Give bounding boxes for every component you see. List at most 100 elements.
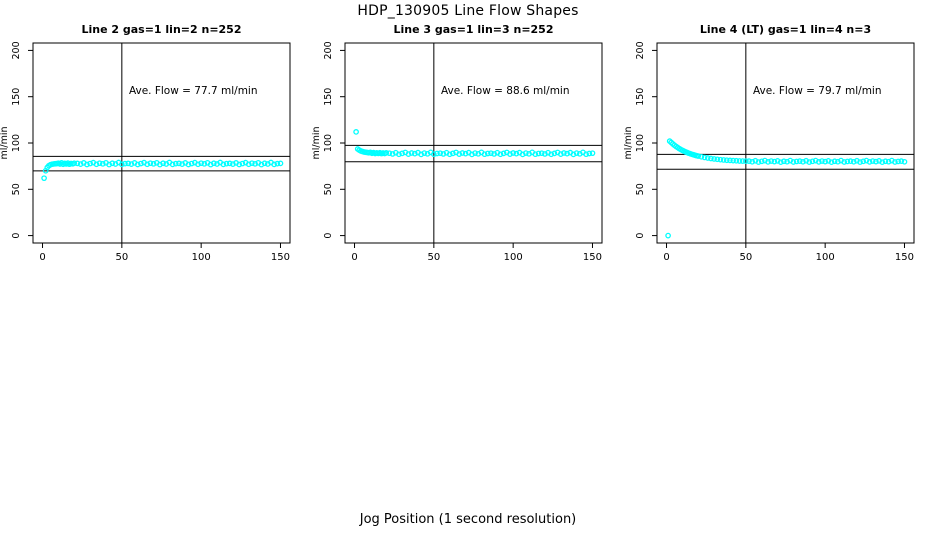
data-point bbox=[863, 157, 870, 164]
data-point bbox=[169, 161, 176, 168]
data-point bbox=[150, 160, 157, 167]
data-point bbox=[223, 160, 230, 167]
x-axis-label: Jog Position (1 second resolution) bbox=[359, 512, 577, 527]
data-point bbox=[195, 161, 201, 168]
y-tick-label: 200 bbox=[323, 41, 334, 59]
data-point bbox=[198, 160, 205, 167]
data-point bbox=[93, 161, 100, 168]
data-point bbox=[777, 159, 784, 166]
data-point bbox=[261, 160, 268, 167]
data-point bbox=[125, 160, 132, 167]
data-point bbox=[411, 150, 418, 157]
y-tick-label: 150 bbox=[11, 88, 22, 106]
data-point bbox=[484, 150, 491, 157]
data-point bbox=[850, 158, 857, 165]
panel-line2-chart: Line 2 gas=1 lin=2 n=252 0 50 100 150 200 0 50 1… bbox=[0, 23, 291, 263]
data-point bbox=[723, 157, 730, 164]
data-point bbox=[800, 158, 806, 165]
data-point bbox=[752, 157, 759, 164]
data-point bbox=[739, 158, 746, 164]
data-point bbox=[188, 160, 195, 167]
data-point bbox=[71, 160, 78, 167]
x-tick-label: 100 bbox=[816, 252, 835, 263]
data-point bbox=[885, 158, 892, 165]
data-point bbox=[128, 161, 135, 167]
x-tick-label: 150 bbox=[895, 252, 914, 263]
data-point bbox=[440, 151, 447, 157]
data-point bbox=[408, 150, 415, 156]
data-point bbox=[879, 159, 886, 166]
data-point bbox=[869, 158, 876, 164]
data-point bbox=[421, 150, 428, 156]
data-point bbox=[589, 150, 596, 157]
data-point bbox=[481, 151, 488, 158]
y-tick-label: 0 bbox=[323, 233, 334, 239]
data-point bbox=[144, 161, 151, 168]
data-point bbox=[405, 151, 412, 157]
data-point bbox=[866, 159, 873, 165]
plot-box bbox=[656, 42, 915, 244]
data-point bbox=[271, 161, 277, 168]
data-point bbox=[418, 151, 424, 158]
data-point bbox=[462, 150, 469, 157]
y-tick-label: 200 bbox=[635, 41, 646, 59]
y-axis-label: ml/min bbox=[0, 126, 10, 159]
data-point bbox=[277, 160, 284, 167]
data-point bbox=[898, 158, 905, 164]
data-point bbox=[513, 150, 520, 157]
data-point bbox=[733, 157, 740, 164]
data-point bbox=[730, 157, 736, 164]
data-point bbox=[245, 161, 252, 168]
data-point bbox=[201, 160, 208, 167]
data-point bbox=[446, 151, 453, 158]
data-point bbox=[450, 150, 456, 157]
y-tick-label: 150 bbox=[635, 88, 646, 106]
y-axis-label: ml/min bbox=[624, 126, 634, 159]
data-point bbox=[784, 158, 790, 165]
data-point bbox=[815, 159, 822, 165]
panel-row: Line 2 gas=1 lin=2 n=252 0 50 100 150 200 0 50 1… bbox=[0, 20, 936, 272]
panel-line3-chart: Line 3 gas=1 lin=3 n=252 0 50 100 150 200 0 50 1… bbox=[312, 23, 603, 263]
data-point bbox=[523, 150, 529, 156]
data-point bbox=[765, 159, 771, 165]
data-point bbox=[835, 158, 841, 165]
data-point bbox=[790, 159, 797, 165]
data-point bbox=[160, 160, 166, 167]
x-tick-label: 0 bbox=[39, 252, 45, 263]
data-point bbox=[781, 158, 787, 165]
x-tick-label: 50 bbox=[115, 252, 128, 263]
data-point bbox=[147, 160, 154, 167]
data-point bbox=[252, 160, 258, 167]
x-tick-label: 150 bbox=[271, 252, 290, 263]
data-point bbox=[573, 150, 580, 156]
data-point bbox=[708, 155, 714, 162]
plot-box bbox=[32, 42, 291, 244]
ave-flow-annotation: Ave. Flow = 88.6 ml/min bbox=[441, 85, 570, 97]
data-point bbox=[535, 150, 542, 157]
data-point bbox=[134, 161, 141, 168]
data-point bbox=[564, 150, 570, 157]
data-point bbox=[882, 158, 889, 165]
data-point bbox=[430, 151, 437, 158]
data-point bbox=[847, 158, 854, 164]
data-point bbox=[353, 129, 359, 135]
data-point bbox=[532, 151, 539, 158]
data-point bbox=[122, 160, 128, 167]
data-point bbox=[665, 232, 671, 239]
data-point bbox=[157, 161, 163, 168]
data-point bbox=[96, 160, 103, 167]
data-point bbox=[434, 150, 440, 157]
data-point bbox=[793, 158, 800, 165]
data-point bbox=[491, 151, 497, 157]
data-point bbox=[768, 158, 775, 164]
ave-flow-annotation: Ave. Flow = 79.7 ml/min bbox=[753, 85, 882, 97]
data-point bbox=[758, 158, 765, 165]
data-point bbox=[84, 161, 90, 168]
x-tick-label: 100 bbox=[192, 252, 211, 263]
data-point bbox=[873, 158, 879, 165]
y-tick-label: 100 bbox=[11, 134, 22, 152]
data-point bbox=[437, 150, 444, 157]
data-point bbox=[383, 150, 390, 156]
data-point bbox=[876, 158, 882, 164]
